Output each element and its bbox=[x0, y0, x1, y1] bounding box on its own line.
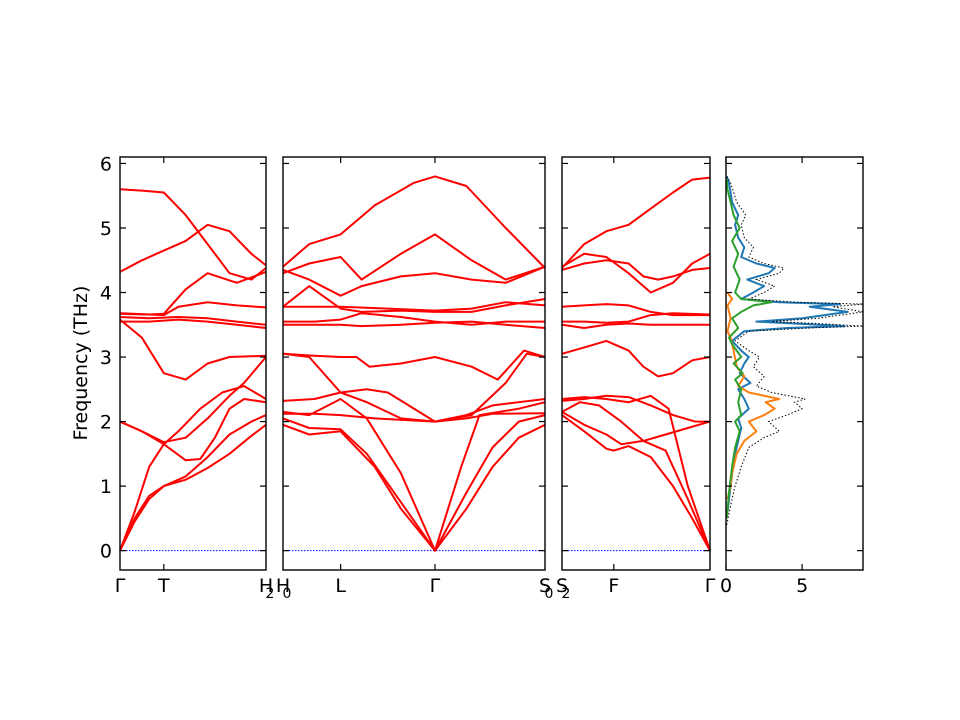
band-line-3-8 bbox=[562, 312, 711, 324]
x-tick-subscript: 0 bbox=[283, 586, 292, 602]
band-line-2-7 bbox=[282, 349, 546, 381]
band-line-3-2 bbox=[561, 411, 711, 551]
band-line-1-8 bbox=[119, 316, 267, 326]
band-line-2-12 bbox=[282, 265, 546, 297]
band-line-2-8 bbox=[283, 320, 546, 329]
x-tick-label: F bbox=[608, 575, 619, 597]
band-line-2-14 bbox=[282, 175, 546, 269]
band-panel-3 bbox=[561, 156, 711, 571]
y-tick-label: 3 bbox=[100, 347, 112, 369]
band-line-3-5 bbox=[561, 394, 711, 551]
x-tick-subscript: 0 bbox=[545, 586, 554, 602]
dos-x-tick-label: 5 bbox=[796, 575, 808, 597]
x-tick-label: Γ bbox=[115, 575, 126, 597]
x-tick-label: Γ bbox=[705, 575, 716, 597]
x-tick-label: L bbox=[335, 575, 346, 597]
dos-partial-line-2 bbox=[726, 291, 781, 500]
y-tick-label: 0 bbox=[100, 541, 112, 563]
y-tick-label: 2 bbox=[100, 412, 112, 434]
y-tick-label: 4 bbox=[100, 283, 112, 305]
band-line-3-1 bbox=[561, 414, 711, 552]
band-line-3-7 bbox=[561, 322, 710, 329]
band-line-2-2 bbox=[282, 414, 546, 552]
band-line-1-10 bbox=[119, 270, 267, 316]
band-line-1-12 bbox=[119, 188, 267, 281]
band-line-1-1 bbox=[119, 424, 267, 552]
y-axis-label: Frequency (THz) bbox=[70, 286, 92, 441]
band-line-1-5 bbox=[119, 356, 267, 444]
band-line-2-1 bbox=[282, 423, 546, 552]
x-tick-subscript: 2 bbox=[562, 586, 571, 602]
dos-total-line bbox=[726, 176, 864, 525]
band-line-1-11 bbox=[119, 223, 267, 273]
band-line-2-10 bbox=[283, 301, 546, 312]
band-line-3-3 bbox=[561, 401, 711, 442]
x-tick-subscript: 2 bbox=[266, 586, 275, 602]
x-tick-label: H bbox=[259, 575, 273, 597]
band-line-3-9 bbox=[561, 303, 710, 317]
band-line-2-4 bbox=[282, 398, 546, 552]
y-tick-label: 6 bbox=[100, 153, 112, 175]
dos-x-tick-label: 0 bbox=[720, 575, 732, 597]
x-tick-label: T bbox=[157, 575, 170, 597]
y-tick-label: 1 bbox=[100, 476, 112, 498]
x-tick-label: Γ bbox=[430, 575, 441, 597]
dos-partial-line-3 bbox=[725, 179, 773, 519]
band-line-3-11 bbox=[561, 176, 711, 269]
band-line-3-4 bbox=[561, 394, 710, 423]
band-panel-2 bbox=[282, 156, 546, 571]
band-panel-1 bbox=[119, 156, 267, 571]
dos-panel bbox=[725, 156, 864, 571]
band-line-2-11 bbox=[282, 285, 546, 313]
band-line-2-9 bbox=[283, 312, 545, 326]
band-line-2-13 bbox=[282, 233, 546, 281]
band-line-3-12 bbox=[561, 252, 711, 294]
dos-partial-line-1 bbox=[725, 176, 849, 513]
band-line-1-2 bbox=[119, 414, 267, 552]
y-tick-label: 5 bbox=[100, 218, 112, 240]
x-tick-label: S bbox=[539, 575, 551, 597]
band-line-1-4 bbox=[119, 398, 267, 462]
band-line-1-9 bbox=[119, 301, 267, 317]
band-line-3-6 bbox=[561, 339, 711, 378]
band-line-2-6 bbox=[282, 352, 546, 423]
band-line-2-5 bbox=[282, 391, 546, 423]
band-line-1-6 bbox=[119, 318, 267, 381]
band-line-3-10 bbox=[561, 259, 711, 281]
x-tick-label: H bbox=[276, 575, 290, 597]
band-line-1-3 bbox=[119, 385, 267, 551]
x-tick-label: S bbox=[556, 575, 568, 597]
band-line-1-7 bbox=[120, 318, 267, 329]
